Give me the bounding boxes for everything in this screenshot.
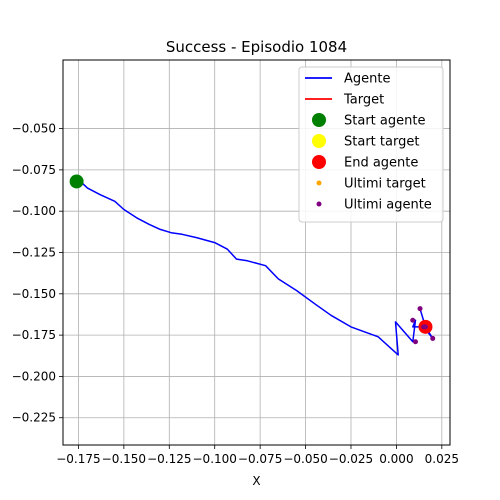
y-tick-label: −0.075 — [12, 163, 56, 177]
y-tick-label: −0.050 — [12, 122, 56, 136]
x-tick-label: −0.125 — [147, 452, 191, 466]
x-tick-label: −0.175 — [56, 452, 100, 466]
point-ultimi-agente — [412, 339, 418, 345]
x-tick-label: −0.025 — [329, 452, 373, 466]
x-tick-label: −0.100 — [193, 452, 237, 466]
legend-label-target: Target — [343, 93, 384, 108]
legend-label-ultimi-agente: Ultimi agente — [344, 198, 432, 213]
legend-swatch-end-agente — [312, 155, 326, 169]
legend-swatch-ultimi-target — [316, 180, 322, 186]
legend-swatch-ultimi-agente — [316, 201, 322, 207]
point-ultimi-agente — [422, 324, 428, 330]
legend-box — [298, 66, 444, 223]
series-line-agente — [76, 180, 434, 356]
legend-label-start-agente: Start agente — [344, 114, 425, 129]
point-start-agente — [69, 174, 84, 189]
point-ultimi-agente — [430, 335, 436, 341]
x-tick-label: 0.025 — [425, 452, 459, 466]
y-axis-ticks: −0.050 −0.075 −0.100 −0.125 −0.150 −0.175 −0.2… — [12, 122, 63, 425]
x-axis-ticks: −0.175 −0.150 −0.125 −0.100 −0.075 −0.050 −0.0… — [56, 445, 459, 466]
legend-swatch-start-target — [312, 134, 326, 148]
x-tick-label: −0.075 — [238, 452, 282, 466]
x-tick-label: −0.150 — [102, 452, 146, 466]
legend-label-end-agente: End agente — [344, 156, 418, 171]
point-ultimi-agente — [410, 317, 416, 323]
y-tick-label: −0.125 — [12, 246, 56, 260]
legend-label-start-target: Start target — [344, 135, 419, 150]
point-ultimi-agente — [417, 306, 423, 312]
x-tick-label: −0.050 — [283, 452, 327, 466]
legend-label-ultimi-target: Ultimi target — [344, 177, 426, 192]
x-tick-label: 0.000 — [379, 452, 413, 466]
plot-area — [69, 174, 436, 356]
x-axis-label: X — [252, 474, 260, 488]
y-tick-label: −0.225 — [12, 411, 56, 425]
y-tick-label: −0.150 — [12, 287, 56, 301]
chart-title: Success - Episodio 1084 — [166, 38, 347, 56]
legend: Agente Target Start agente Start target End … — [298, 66, 444, 223]
legend-label-agente: Agente — [344, 72, 390, 87]
y-tick-label: −0.175 — [12, 328, 56, 342]
y-tick-label: −0.200 — [12, 369, 56, 383]
legend-swatch-start-agente — [312, 113, 326, 127]
y-tick-label: −0.100 — [12, 204, 56, 218]
